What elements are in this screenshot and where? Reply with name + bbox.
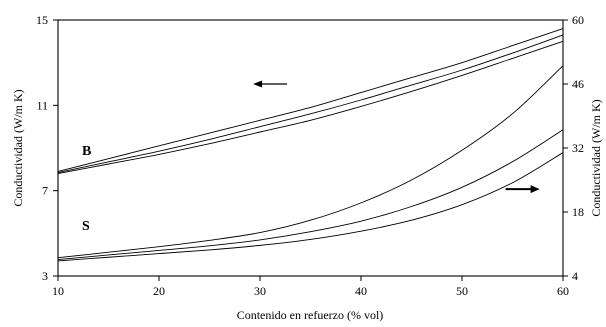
plot-frame bbox=[57, 19, 564, 277]
series-line-s bbox=[57, 65, 564, 259]
axis-ticks: 10 20 30 40 50 60 3 7 11 15 4 18 32 46 60 bbox=[36, 13, 584, 298]
label-b: B bbox=[82, 144, 91, 159]
y-axis-label-right: Conductividad (W/m K) bbox=[589, 99, 603, 216]
y-right-tick-label: 18 bbox=[572, 205, 584, 219]
y-right-tick-label: 4 bbox=[572, 269, 578, 283]
y-right-tick-label: 46 bbox=[572, 77, 584, 91]
y-left-tick-label: 7 bbox=[42, 184, 48, 198]
annotations: BS bbox=[82, 80, 540, 234]
label-s: S bbox=[82, 219, 90, 234]
x-tick-label: 10 bbox=[52, 284, 64, 298]
series-line-b bbox=[57, 40, 564, 175]
arrow-right-icon bbox=[505, 185, 540, 194]
y-right-tick-label: 32 bbox=[572, 141, 584, 155]
x-tick-label: 60 bbox=[557, 284, 569, 298]
y-right-tick-label: 60 bbox=[572, 13, 584, 27]
arrow-left-icon bbox=[253, 80, 288, 88]
x-axis-label: Contenido en refuerzo (% vol) bbox=[237, 308, 384, 322]
x-tick-label: 50 bbox=[456, 284, 468, 298]
series-line-s bbox=[57, 129, 564, 260]
series-line-b bbox=[57, 28, 564, 172]
x-tick-label: 20 bbox=[153, 284, 165, 298]
y-left-tick-label: 15 bbox=[36, 13, 48, 27]
y-axis-label-left: Conductividad (W/m K) bbox=[11, 89, 25, 206]
series-line-b bbox=[57, 34, 564, 173]
y-left-tick-label: 3 bbox=[42, 269, 48, 283]
x-tick-label: 40 bbox=[355, 284, 367, 298]
series-line-s bbox=[57, 152, 564, 262]
series-curves bbox=[57, 28, 564, 262]
y-left-tick-label: 11 bbox=[36, 98, 48, 112]
x-tick-label: 30 bbox=[254, 284, 266, 298]
